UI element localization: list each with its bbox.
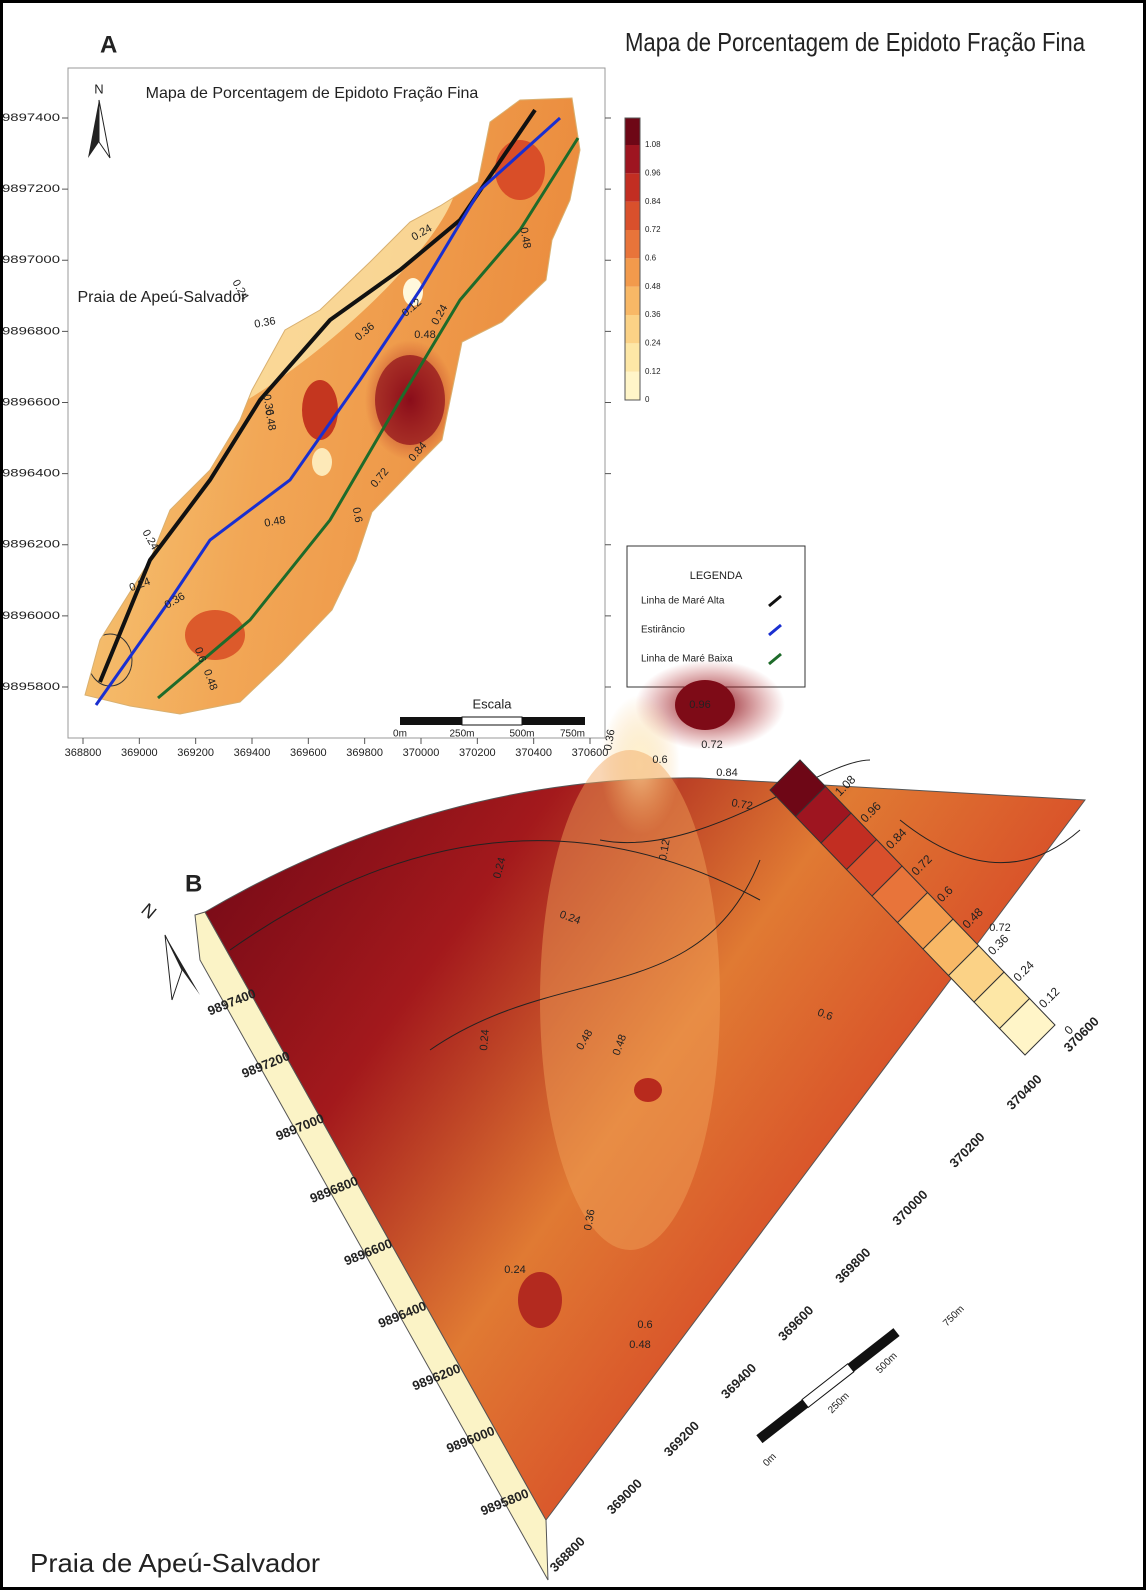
x-tick-label: 370000: [403, 747, 440, 759]
y-tick-label: 9897200: [2, 183, 60, 195]
colorbar-cell: [625, 258, 640, 286]
scale-segment: [462, 717, 522, 725]
x-tick-label: 370200: [459, 747, 496, 759]
legend-label: Linha de Maré Baixa: [641, 654, 733, 665]
north-label: N: [94, 81, 103, 96]
colorbar-label: 0.84: [645, 197, 661, 206]
colorbar-label: 0.24: [645, 338, 661, 347]
colorbar-label: 0.36: [645, 310, 661, 319]
colorbar-cell: [625, 287, 640, 315]
x-tick-label: 368800: [65, 747, 102, 759]
contour-label: 0.48: [414, 329, 435, 341]
y-tick-label: 9896600: [2, 396, 60, 408]
x-tick-label: 369600: [290, 747, 327, 759]
colorbar-cell: [625, 202, 640, 230]
y-tick-label: 9897400: [2, 112, 60, 124]
colorbar-label: 0.72: [645, 225, 661, 234]
figure-title: Mapa de Porcentagem de Epidoto Fração Fi…: [625, 27, 1085, 57]
y-tick-label: 9896000: [2, 610, 60, 622]
scale-label: 0m: [393, 729, 407, 740]
low-zone: [312, 448, 332, 476]
contour-label: 0.96: [689, 699, 710, 711]
map-title: Mapa de Porcentagem de Epidoto Fração Fi…: [146, 85, 479, 102]
legend-title: LEGENDA: [690, 570, 743, 582]
x-tick-label: 369200: [177, 747, 214, 759]
figure: A Mapa de Porcentagem de Epidoto Fração …: [0, 0, 1146, 1590]
x-tick-label: 369000: [121, 747, 158, 759]
contour-label: 0.24: [504, 1264, 525, 1276]
scale-label: 500m: [509, 729, 534, 740]
high-zone: [518, 1272, 562, 1328]
colorbar-label: 0.6: [645, 253, 657, 262]
low-zone: [540, 750, 720, 1250]
colorbar-cell: [625, 118, 640, 145]
scale-label: 750m: [560, 729, 585, 740]
scale-label: 250m: [449, 729, 474, 740]
y-tick-label: 9896800: [2, 325, 60, 337]
place-name: Praia de Apeú-Salvador: [30, 1548, 320, 1578]
panel-label: A: [100, 31, 117, 58]
contour-label: 0.84: [716, 767, 737, 779]
y-tick-label: 9895800: [2, 681, 60, 693]
colorbar-cell: [625, 343, 640, 371]
high-zone: [634, 1078, 662, 1102]
colorbar-cell: [625, 173, 640, 201]
colorbar-label: 0.48: [645, 282, 661, 291]
high-zone: [302, 380, 338, 440]
x-tick-label: 369800: [346, 747, 383, 759]
place-name: Praia de Apeú-Salvador: [78, 289, 248, 306]
colorbar-cell: [625, 315, 640, 343]
high-zone: [375, 355, 445, 445]
colorbar-label: 0.12: [645, 367, 661, 376]
legend-label: Linha de Maré Alta: [641, 596, 725, 607]
y-tick-label: 9897000: [2, 254, 60, 266]
panel-label: B: [185, 870, 202, 897]
colorbar-label: 0.96: [645, 168, 661, 177]
scale-segment: [400, 717, 462, 725]
x-tick-label: 370400: [515, 747, 552, 759]
y-tick-label: 9896200: [2, 539, 60, 551]
contour-label: 0.6: [652, 754, 667, 766]
colorbar-cell: [625, 372, 640, 400]
contour-label: 0.6: [637, 1319, 652, 1331]
colorbar-label: 0: [645, 395, 650, 404]
colorbar-cell: [625, 230, 640, 258]
colorbar-cell: [625, 145, 640, 173]
x-tick-label: 369400: [234, 747, 271, 759]
colorbar-label: 1.08: [645, 140, 661, 149]
contour-label: 0.24: [478, 1029, 492, 1051]
contour-label: 0.72: [701, 739, 722, 751]
contour-label: 0.72: [989, 922, 1010, 934]
scale-title: Escala: [472, 696, 512, 711]
y-tick-label: 9896400: [2, 468, 60, 480]
page: {"panel_a": {"label": "A", "figure_title…: [0, 0, 1146, 1590]
contour-label: 0.48: [629, 1339, 650, 1351]
scale-segment: [522, 717, 585, 725]
legend-label: Estirâncio: [641, 625, 685, 636]
